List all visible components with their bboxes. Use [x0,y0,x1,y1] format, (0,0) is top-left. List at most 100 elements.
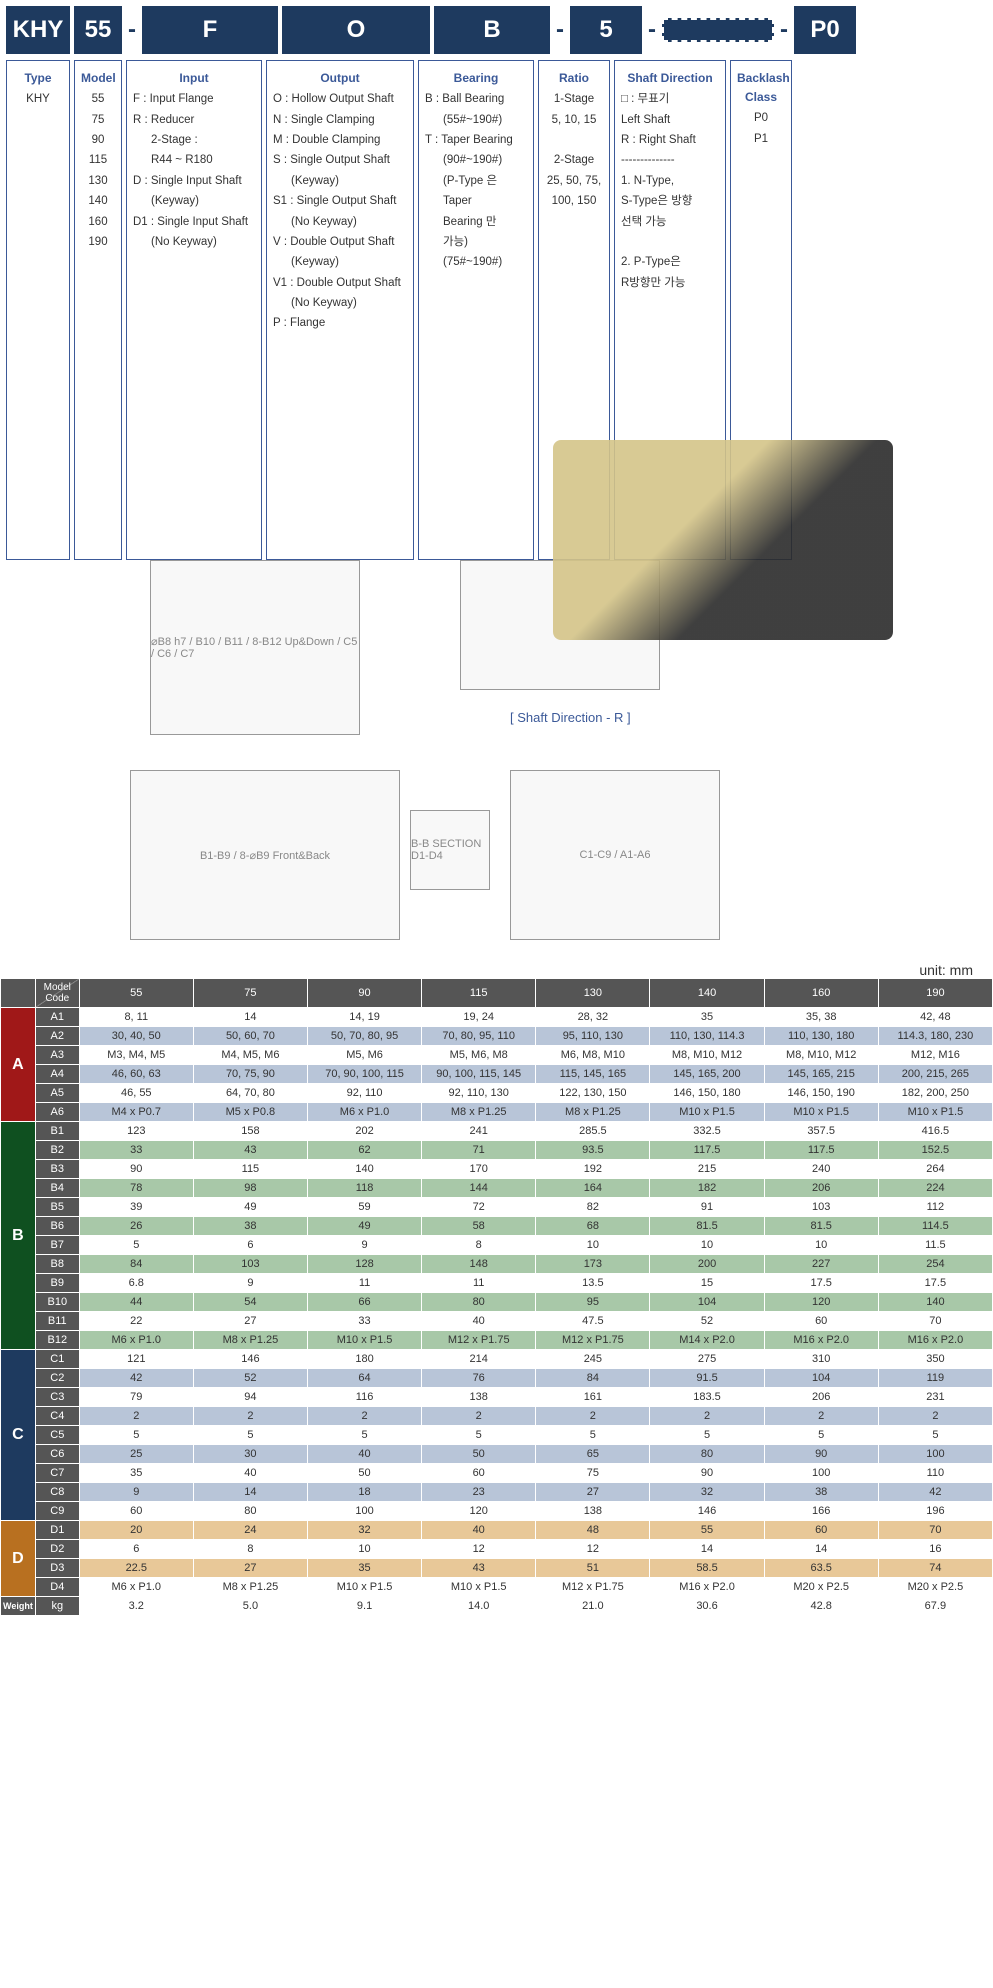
dim-row: A446, 60, 6370, 75, 9070, 90, 100, 11590… [1,1065,993,1084]
dim-cell: 25 [79,1445,193,1464]
dim-cell: 32 [308,1521,422,1540]
dim-cell: 17.5 [878,1274,992,1293]
dim-code: C5 [35,1426,79,1445]
dim-cell: 2 [79,1407,193,1426]
dim-cell: 146, 150, 190 [764,1084,878,1103]
model-code-header: Model Code [35,979,79,1008]
dimension-table: Model Code 55 75 90 115 130 140 160 190 … [0,978,993,1616]
dim-cell: 114.5 [878,1217,992,1236]
dim-cell: M10 x P1.5 [422,1578,536,1597]
code-input: F [142,6,278,54]
dim-cell: 5 [764,1426,878,1445]
dim-row: A230, 40, 5050, 60, 7050, 70, 80, 9570, … [1,1027,993,1046]
dim-code: B4 [35,1179,79,1198]
dim-cell: 19, 24 [422,1008,536,1027]
dim-cell: 110 [878,1464,992,1483]
dim-cell: M16 x P2.0 [878,1331,992,1350]
dim-cell: 145, 165, 215 [764,1065,878,1084]
dim-cell: 10 [650,1236,764,1255]
dim-cell: 50 [422,1445,536,1464]
dim-cell: 146 [193,1350,307,1369]
output-opt: V : Double Output Shaft [273,233,407,251]
dim-row: CC1121146180214245275310350 [1,1350,993,1369]
dim-cell: 2 [422,1407,536,1426]
dim-code: A2 [35,1027,79,1046]
dim-row: B23343627193.5117.5117.5152.5 [1,1141,993,1160]
dim-cell: 49 [308,1217,422,1236]
dim-cell: 68 [536,1217,650,1236]
dim-cell: 192 [536,1160,650,1179]
dim-cell: 80 [650,1445,764,1464]
dim-cell: 120 [422,1502,536,1521]
dim-row: B12M6 x P1.0M8 x P1.25M10 x P1.5M12 x P1… [1,1331,993,1350]
dim-cell: 92, 110, 130 [422,1084,536,1103]
dim-cell: 215 [650,1160,764,1179]
ratio-opt: 1-Stage [545,90,603,108]
output-opt: S1 : Single Output Shaft [273,192,407,210]
product-render [553,440,893,640]
dim-cell: M8 x P1.25 [193,1331,307,1350]
dim-cell: 70, 90, 100, 115 [308,1065,422,1084]
model-opt: 190 [81,233,115,251]
dim-cell: 110, 130, 114.3 [650,1027,764,1046]
ratio-opt: 25, 50, 75, [545,172,603,190]
dim-cell: 51 [536,1559,650,1578]
code-backlash: P0 [794,6,856,54]
dim-cell: 98 [193,1179,307,1198]
dim-cell: M5, M6, M8 [422,1046,536,1065]
dim-cell: 90, 100, 115, 145 [422,1065,536,1084]
dim-row: AA18, 111414, 1919, 2428, 323535, 3842, … [1,1008,993,1027]
dim-cell: 22 [79,1312,193,1331]
dim-cell: 70, 75, 90 [193,1065,307,1084]
dash: - [646,16,658,44]
code-ratio: 5 [570,6,642,54]
dim-cell: 22.5 [79,1559,193,1578]
code-model: 55 [74,6,122,54]
dim-cell: 71 [422,1141,536,1160]
dim-row: C96080100120138146166196 [1,1502,993,1521]
bearing-opt: Taper [425,192,527,210]
dim-cell: 173 [536,1255,650,1274]
dim-row: B47898118144164182206224 [1,1179,993,1198]
ratio-opt [545,131,603,149]
shaft-opt: -------------- [621,151,719,169]
dim-cell: 241 [422,1122,536,1141]
dim-code: C4 [35,1407,79,1426]
dim-cell: 27 [536,1483,650,1502]
dim-cell: 28, 32 [536,1008,650,1027]
dim-code: B7 [35,1236,79,1255]
dim-cell: 227 [764,1255,878,1274]
dim-cell: 66 [308,1293,422,1312]
dim-cell: 30 [193,1445,307,1464]
dim-cell: 48 [536,1521,650,1540]
dim-cell: 5 [193,1426,307,1445]
dim-code: B5 [35,1198,79,1217]
shaft-opt: □ : 무표기 [621,90,719,108]
dim-cell: 145, 165, 200 [650,1065,764,1084]
dim-cell: 117.5 [650,1141,764,1160]
dim-code: B8 [35,1255,79,1274]
dim-cell: 140 [308,1160,422,1179]
dim-cell: 2 [764,1407,878,1426]
dim-cell: 60 [764,1312,878,1331]
dim-cell: 60 [79,1502,193,1521]
input-opt: F : Input Flange [133,90,255,108]
dim-cell: 5 [79,1236,193,1255]
dim-cell: 9 [79,1483,193,1502]
model-opt: 90 [81,131,115,149]
dim-cell: 64 [308,1369,422,1388]
dim-cell: 103 [764,1198,878,1217]
dim-cell: 144 [422,1179,536,1198]
dim-row: Weightkg3.25.09.114.021.030.642.867.9 [1,1597,993,1616]
dim-cell: 5 [878,1426,992,1445]
dim-cell: 170 [422,1160,536,1179]
dim-cell: 35 [79,1464,193,1483]
diagram-top-left: ⌀B8 h7 / B10 / B11 / 8-B12 Up&Down / C5 … [150,560,360,735]
dim-cell: M12, M16 [878,1046,992,1065]
shaft-opt: R방향만 가능 [621,274,719,292]
dim-cell: 117.5 [764,1141,878,1160]
ratio-opt: 100, 150 [545,192,603,210]
dim-cell: 350 [878,1350,992,1369]
model-opt: 140 [81,192,115,210]
dim-cell: 50, 60, 70 [193,1027,307,1046]
